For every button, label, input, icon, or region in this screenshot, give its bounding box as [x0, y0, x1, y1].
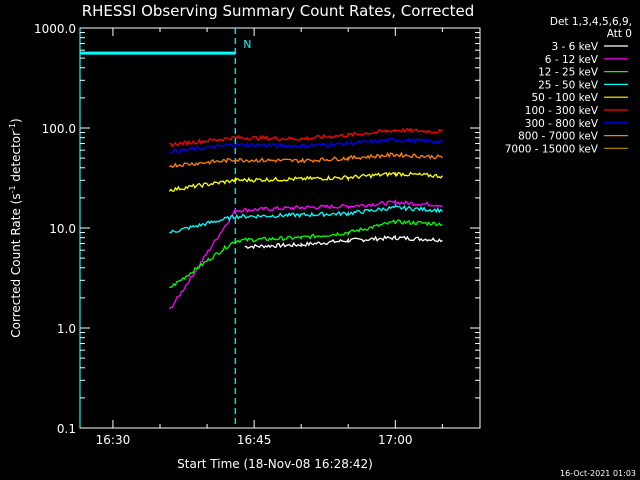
legend-label: 7000 - 15000 keV — [505, 143, 599, 155]
series-line — [244, 235, 443, 250]
x-tick-label: 16:45 — [237, 433, 272, 447]
y-tick-label: 100.0 — [42, 122, 76, 136]
plot-border — [79, 27, 481, 429]
legend-label: 25 - 50 keV — [538, 79, 599, 91]
x-tick-label: 16:30 — [96, 433, 131, 447]
plot-frame — [79, 27, 481, 429]
x-axis-ticks: 16:30 16:45 17:00 — [96, 28, 443, 447]
series-group — [168, 127, 443, 310]
series-line — [168, 199, 443, 310]
series-line — [169, 219, 443, 289]
legend-header-2: Att 0 — [607, 28, 632, 40]
series-line — [169, 127, 443, 148]
legend-label: 3 - 6 keV — [551, 41, 598, 53]
legend-label: 800 - 7000 keV — [518, 131, 599, 143]
y-axis-label-part1: Corrected Count Rate (s — [9, 193, 23, 337]
generation-timestamp: 16-Oct-2021 01:03 — [560, 469, 636, 478]
y-axis-label-part3: ) — [9, 118, 23, 123]
series-line — [168, 171, 443, 192]
annotation-lines: N — [79, 28, 252, 428]
y-tick-label: 0.1 — [57, 422, 76, 436]
y-axis-label-sup1: -1 — [8, 185, 17, 193]
x-tick-label: 17:00 — [378, 433, 413, 447]
y-axis-label: Corrected Count Rate (s-1 detector-1) — [8, 118, 23, 337]
legend-label: 300 - 800 keV — [525, 118, 599, 130]
y-tick-label: 1.0 — [57, 322, 76, 336]
legend-label: 50 - 100 keV — [531, 92, 598, 104]
y-tick-label: 1000.0 — [34, 22, 76, 36]
x-axis-label: Start Time (18-Nov-08 16:28:42) — [177, 457, 373, 471]
annotation-label: N — [243, 38, 251, 51]
legend-label: 12 - 25 keV — [538, 67, 599, 79]
series-line — [169, 137, 443, 154]
y-tick-label: 10.0 — [49, 222, 76, 236]
legend-label: 100 - 300 keV — [525, 105, 599, 117]
series-line — [169, 204, 443, 234]
legend-label: 6 - 12 keV — [545, 54, 599, 66]
chart-title: RHESSI Observing Summary Count Rates, Co… — [82, 2, 475, 20]
y-axis-label-sup2: -1 — [8, 123, 17, 131]
series-line — [168, 151, 443, 169]
y-axis-label-part2: detector — [9, 131, 23, 186]
y-axis-ticks: 0.1 1.0 10.0 100.0 1000.0 — [34, 22, 480, 436]
legend-header-1: Det 1,3,4,5,6,9, — [550, 16, 632, 28]
